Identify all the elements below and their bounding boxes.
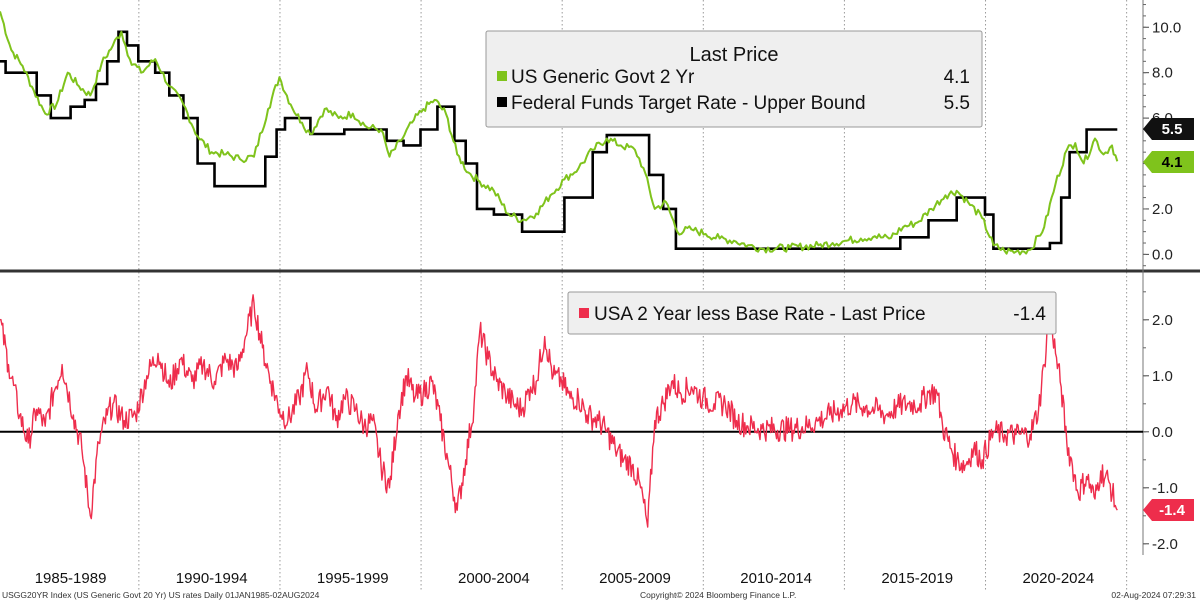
top-axis-tick-label: 0.0 [1152,246,1173,263]
bottom-axis-tick-label: 0.0 [1152,424,1173,441]
series-layer [0,11,1143,528]
footer-timestamp: 02-Aug-2024 07:29:31 [1111,590,1196,600]
x-axis-label: 1985-1989 [35,570,107,587]
last-value-tag-spread: -1.4 [1143,499,1194,521]
bottom-axis-tick-label: -2.0 [1152,536,1178,553]
x-axis-label: 2000-2004 [458,570,530,587]
series-line-spread [0,294,1118,528]
legend-value-2yr: 4.1 [944,67,970,88]
footer-source: USGG20YR Index (US Generic Govt 20 Yr) U… [2,590,320,600]
legend-label-2yr: US Generic Govt 2 Yr [511,67,695,88]
svg-text:4.1: 4.1 [1162,154,1183,171]
x-axis-label: 1990-1994 [176,570,248,587]
x-axis-label: 2005-2009 [599,570,671,587]
footer-copyright: Copyright© 2024 Bloomberg Finance L.P. [640,590,797,600]
legend-value-spread: -1.4 [1013,304,1046,325]
x-axis-label: 2015-2019 [881,570,953,587]
x-axis-labels: 1985-1989 1990-1994 1995-1999 2000-2004 2005… [35,570,1095,587]
series-line-fedfunds [0,30,1118,250]
bottom-legend: USA 2 Year less Base Rate - Last Price -… [567,291,1057,335]
legend-label-fedfunds: Federal Funds Target Rate - Upper Bound [511,93,866,114]
x-axis-label: 1995-1999 [317,570,389,587]
last-value-tag-fedfunds: 5.5 [1143,118,1194,140]
bottom-axis-tick-label: -1.0 [1152,480,1178,497]
top-legend-title: Last Price [690,44,779,66]
top-axis-tick-label: 10.0 [1152,19,1181,36]
last-value-tag-2yr: 4.1 [1143,151,1194,173]
svg-text:5.5: 5.5 [1162,121,1183,138]
top-legend: Last Price US Generic Govt 2 Yr 4.1 Fede… [485,30,983,128]
legend-swatch-red [579,308,589,318]
svg-text:-1.4: -1.4 [1159,502,1186,519]
top-axis-tick-label: 8.0 [1152,65,1173,82]
legend-label-spread: USA 2 Year less Base Rate - Last Price [594,304,926,325]
series-line-2yr [0,11,1119,256]
legend-swatch-black [497,97,507,107]
x-axis-label: 2020-2024 [1022,570,1094,587]
legend-swatch-green [497,71,507,81]
bottom-axis-tick-label: 2.0 [1152,312,1173,329]
legend-value-fedfunds: 5.5 [944,93,970,114]
x-axis-label: 2010-2014 [740,570,812,587]
top-axis-tick-label: 2.0 [1152,201,1173,218]
bottom-axis-tick-label: 1.0 [1152,368,1173,385]
bottom-y-axis: -2.0 -1.0 0.0 1.0 2.0 [1143,291,1178,553]
